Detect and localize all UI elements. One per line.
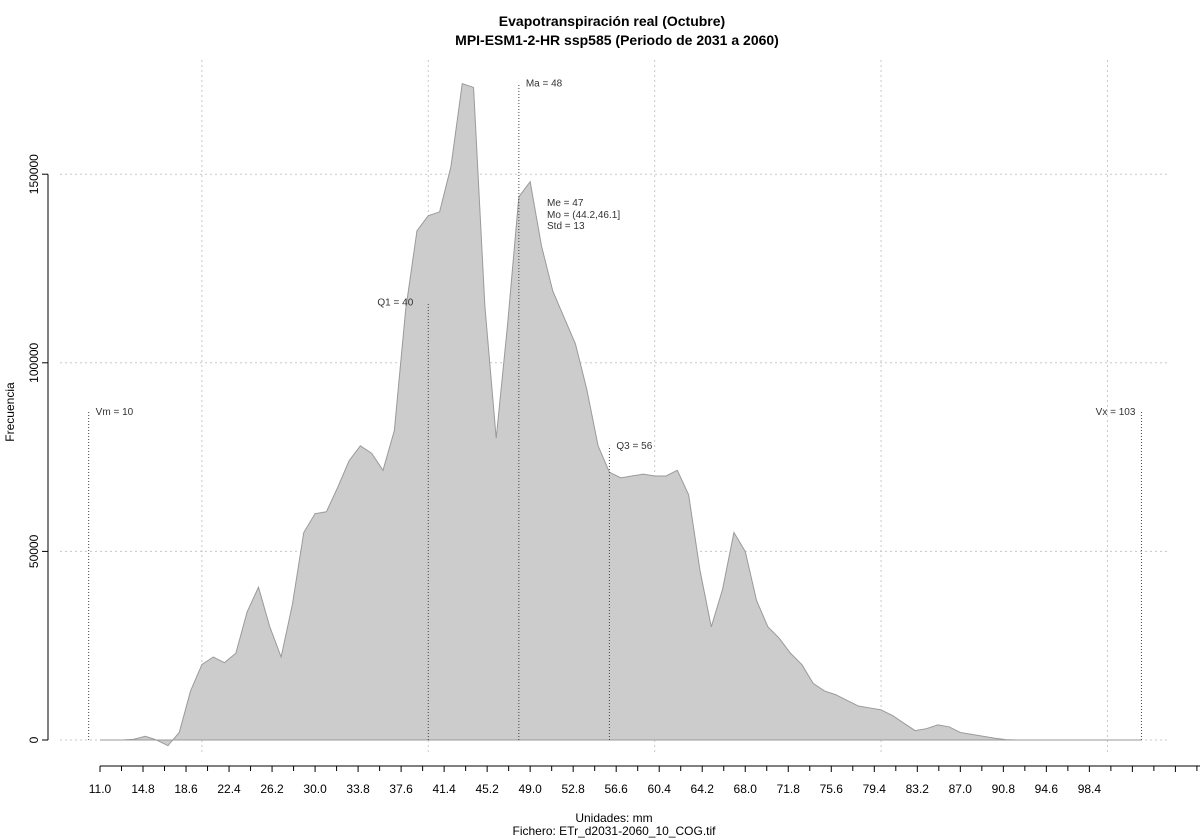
x-tick-label: 75.6 (820, 782, 844, 796)
marker-label: Vm = 10 (96, 407, 134, 418)
stat-std: Std = 13 (547, 221, 585, 232)
x-tick-label: 79.4 (863, 782, 887, 796)
stats-box: Me = 47 Mo = (44.2,46.1] Std = 13 (547, 198, 620, 232)
y-tick-label: 150000 (27, 154, 41, 194)
frequency-area (100, 83, 1142, 747)
x-tick-label: 41.4 (432, 782, 456, 796)
x-tick-label: 45.2 (475, 782, 499, 796)
x-tick-label: 30.0 (303, 782, 327, 796)
y-axis-label: Frecuencia (3, 382, 17, 442)
x-tick-label: 18.6 (174, 782, 198, 796)
y-tick-label: 100000 (27, 342, 41, 382)
x-tick-label: 87.0 (949, 782, 973, 796)
density-area (100, 83, 1142, 747)
x-tick-label: 22.4 (217, 782, 241, 796)
y-tick-label: 50000 (27, 534, 41, 568)
x-tick-label: 33.8 (346, 782, 370, 796)
x-tick-label: 56.6 (605, 782, 629, 796)
stat-median: Me = 47 (547, 198, 584, 209)
x-tick-label: 71.8 (777, 782, 801, 796)
stat-mode: Mo = (44.2,46.1] (547, 210, 620, 221)
x-tick-label: 83.2 (906, 782, 930, 796)
stat-markers: Vm = 10 Q1 = 40 Ma = 48 Q3 = 56 Vx = 103 (88, 79, 1142, 740)
marker-label: Ma = 48 (526, 79, 563, 90)
marker-label: Vx = 103 (1096, 407, 1136, 418)
x-axis-label: Unidades: mm (575, 811, 652, 825)
chart-subtitle: MPI-ESM1-2-HR ssp585 (Periodo de 2031 a … (455, 32, 779, 48)
x-tick-label: 90.8 (992, 782, 1016, 796)
file-caption: Fichero: ETr_d2031-2060_10_COG.tif (513, 824, 717, 838)
marker-label: Q3 = 56 (616, 441, 652, 452)
axes: 0 50000 100000 150000 11.0 14.8 18.6 22.4 26.2 30… (27, 154, 1200, 796)
x-tick-label: 49.0 (518, 782, 542, 796)
y-tick-label: 0 (27, 736, 41, 743)
x-tick-label: 68.0 (734, 782, 758, 796)
x-tick-label: 11.0 (89, 782, 112, 796)
x-tick-label: 94.6 (1035, 782, 1059, 796)
chart-title: Evapotranspiración real (Octubre) (499, 13, 725, 29)
x-tick-label: 52.8 (561, 782, 585, 796)
x-tick-label: 98.4 (1078, 782, 1102, 796)
x-tick-label: 60.4 (648, 782, 672, 796)
x-tick-label: 64.2 (691, 782, 715, 796)
marker-label: Q1 = 40 (377, 297, 413, 308)
x-tick-label: 26.2 (260, 782, 284, 796)
x-tick-label: 37.6 (389, 782, 413, 796)
x-tick-label: 14.8 (131, 782, 155, 796)
